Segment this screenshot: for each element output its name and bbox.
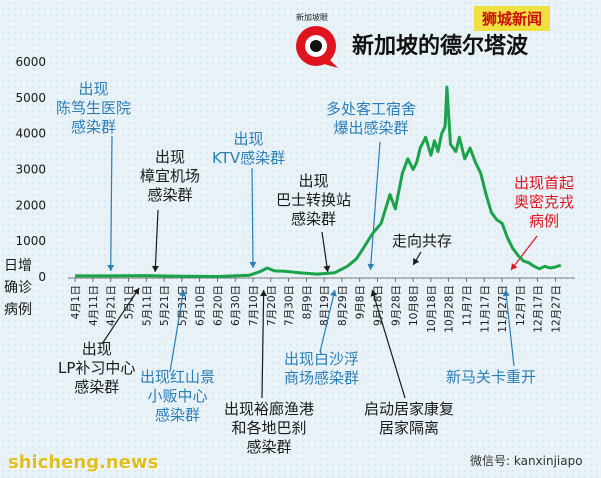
x-tick-label: 12月7日 — [515, 285, 527, 326]
annotation-arrow-line — [510, 235, 538, 271]
annotation-peninsula: 出现白沙浮 商场感染群 — [284, 350, 360, 387]
x-tick-label: 10月18日 — [426, 285, 438, 333]
x-tick-label: 8月19日 — [319, 285, 331, 326]
watermark-left: shicheng.news — [8, 452, 159, 473]
annotation-arrowhead — [370, 290, 378, 297]
y-tick-label: 4000 — [15, 127, 46, 141]
annotation-arrowhead — [132, 288, 140, 295]
x-tick-label: 9月8日 — [355, 285, 367, 319]
x-tick-label: 6月10日 — [195, 285, 207, 326]
annotation-arrow-line — [261, 289, 265, 399]
x-tick-label: 11月17日 — [479, 285, 491, 333]
annotation-coexist: 走向共存 — [392, 232, 453, 250]
annotation-arrowhead — [367, 263, 375, 270]
annotation-arrowhead — [151, 265, 159, 272]
annotation-arrowhead — [413, 258, 420, 265]
y-tick-label: 1000 — [15, 234, 46, 248]
x-tick-label: 7月30日 — [284, 285, 296, 326]
x-tick-label: 12月17日 — [533, 285, 545, 333]
annotation-ttsh: 出现 陈笃生医院 感染群 — [56, 80, 132, 136]
annotation-changi: 出现 樟宜机场 感染群 — [140, 148, 201, 204]
x-tick-label: 6月30日 — [230, 285, 242, 326]
annotation-arrowhead — [249, 261, 257, 268]
annotation-arrowhead — [179, 290, 187, 297]
annotation-arrow-line — [110, 135, 113, 272]
annotation-arrow-line — [505, 289, 515, 367]
annotation-arrowhead — [107, 264, 115, 271]
annotation-arrowhead — [510, 263, 518, 270]
brand-label: 新加坡眼 — [296, 13, 328, 22]
x-tick-label: 10月28日 — [444, 285, 456, 333]
annotation-arrow-line — [369, 141, 381, 271]
annotation-dormitory: 多处客工宿舍 爆出感染群 — [326, 100, 417, 137]
annotation-vtl-reopen: 新马关卡重开 — [446, 368, 537, 386]
annotation-arrow-line — [101, 287, 140, 345]
x-tick-label: 6月20日 — [212, 285, 224, 326]
annotation-arrowhead — [502, 290, 510, 297]
annotation-arrow-line — [154, 209, 159, 273]
annotation-arrowhead — [323, 265, 331, 272]
series-line — [75, 85, 562, 278]
annotation-arrow-line — [169, 289, 185, 373]
y-axis: 0 1000 2000 3000 4000 5000 6000 — [15, 55, 46, 284]
x-tick-label: 5月11日 — [141, 285, 153, 326]
source-tag: 狮城新闻 — [474, 6, 551, 31]
y-tick-label: 3000 — [15, 163, 46, 177]
annotation-arrow-line — [251, 167, 254, 269]
x-tick-label: 4月11日 — [88, 285, 100, 326]
y-tick-label: 2000 — [15, 198, 46, 212]
x-tick-label: 10月8日 — [408, 285, 420, 326]
annotation-arrowhead — [330, 290, 337, 297]
y-tick-label: 5000 — [15, 91, 46, 105]
watermark-right: 微信号: kanxinjiapo — [470, 454, 583, 468]
y-tick-label: 6000 — [15, 55, 46, 69]
x-tick-label: 5月21日 — [159, 285, 171, 326]
eye-logo-icon — [296, 26, 338, 68]
annotation-bus-interchange: 出现 巴士转换站 感染群 — [276, 172, 352, 228]
annotation-redhill: 出现红山景 小贩中心 感染群 — [140, 368, 216, 424]
annotation-home-recovery: 启动居家康复 居家隔离 — [364, 400, 455, 437]
annotation-ktv: 出现 KTV感染群 — [212, 130, 286, 167]
x-tick-label: 7月20日 — [266, 285, 278, 326]
chart-title: 新加坡的德尔塔波 — [352, 34, 529, 59]
x-tick-label: 4月1日 — [70, 285, 82, 319]
annotation-arrow-line — [319, 289, 336, 353]
x-tick-label: 9月28日 — [390, 285, 402, 326]
x-axis: 4月1日4月11日4月21日5月1日5月11日5月21日5月31日6月10日6月… — [68, 277, 575, 333]
x-tick-label: 9月18日 — [373, 285, 385, 326]
annotation-arrow-line — [321, 231, 329, 273]
annotation-omicron: 出现首起 奥密克戎 病例 — [514, 174, 575, 230]
y-tick-label: 0 — [38, 270, 46, 284]
annotation-arrows — [101, 135, 538, 399]
x-tick-label: 12月27日 — [550, 285, 562, 333]
annotation-arrowhead — [260, 290, 268, 297]
annotation-jurong-fishery: 出现裕廊渔港 和各地巴刹 感染群 — [224, 400, 315, 456]
annotation-lp-tuition: 出现 LP补习中心 感染群 — [58, 340, 136, 396]
annotation-arrow-line — [371, 289, 406, 399]
y-axis-label: 日增 确诊 病例 — [4, 258, 32, 318]
x-tick-label: 7月10日 — [248, 285, 260, 326]
x-tick-label: 8月9日 — [301, 285, 313, 319]
x-tick-label: 4月21日 — [106, 285, 118, 326]
x-tick-label: 11月7日 — [461, 285, 473, 326]
x-tick-label: 8月29日 — [337, 285, 349, 326]
